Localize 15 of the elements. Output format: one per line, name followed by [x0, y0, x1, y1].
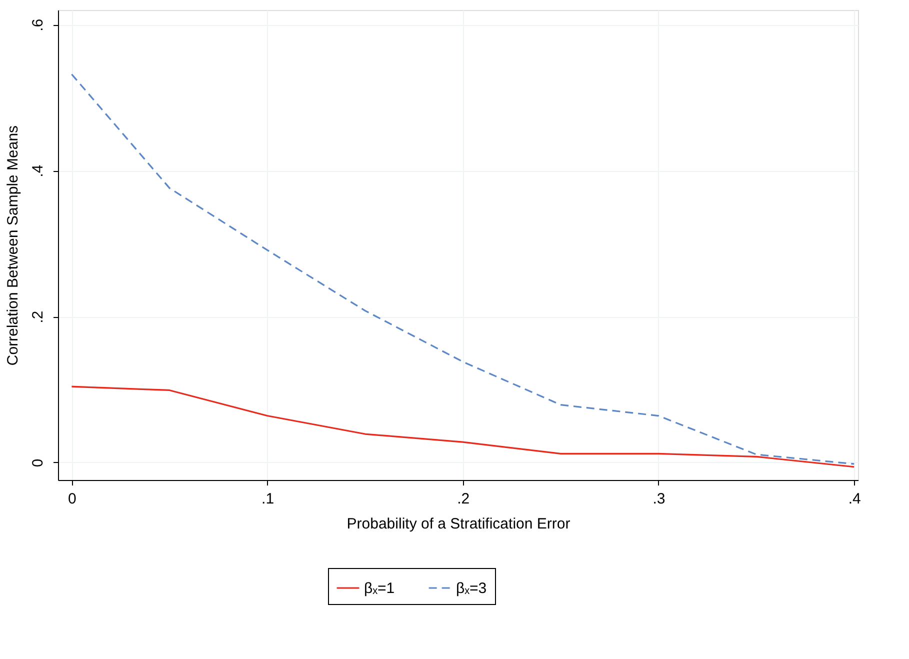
line-series — [70, 386, 855, 468]
legend-label: βₓ=3 — [456, 580, 487, 597]
legend-label: βₓ=1 — [364, 580, 395, 597]
y-tick-label: .4 — [30, 164, 46, 178]
x-tick-label: 0 — [68, 490, 76, 508]
x-tick-label: .3 — [652, 490, 666, 508]
x-tick-label: .1 — [262, 490, 274, 508]
y-tick-label: 0 — [30, 458, 46, 468]
y-tick-label: .6 — [30, 18, 46, 32]
line-series — [70, 73, 855, 465]
y-axis-title: Correlation Between Sample Means — [4, 125, 22, 366]
x-axis-title: Probability of a Stratification Error — [346, 516, 570, 532]
x-tick-label: .4 — [848, 490, 861, 508]
x-tick-label: .2 — [457, 490, 470, 508]
y-tick-label: .2 — [30, 310, 46, 324]
